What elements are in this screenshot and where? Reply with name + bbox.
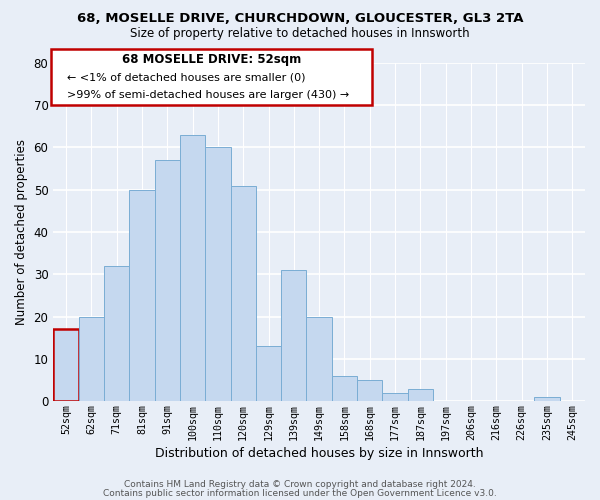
Bar [281, 270, 307, 402]
Text: Contains public sector information licensed under the Open Government Licence v3: Contains public sector information licen… [103, 489, 497, 498]
Bar [104, 266, 129, 402]
Y-axis label: Number of detached properties: Number of detached properties [15, 139, 28, 325]
Bar [256, 346, 281, 402]
Text: ← <1% of detached houses are smaller (0): ← <1% of detached houses are smaller (0) [67, 72, 305, 83]
Text: 68, MOSELLE DRIVE, CHURCHDOWN, GLOUCESTER, GL3 2TA: 68, MOSELLE DRIVE, CHURCHDOWN, GLOUCESTE… [77, 12, 523, 26]
Bar [408, 388, 433, 402]
FancyBboxPatch shape [50, 50, 373, 105]
Bar [79, 316, 104, 402]
Bar [230, 186, 256, 402]
X-axis label: Distribution of detached houses by size in Innsworth: Distribution of detached houses by size … [155, 447, 484, 460]
Bar [535, 397, 560, 402]
Bar [129, 190, 155, 402]
Text: Contains HM Land Registry data © Crown copyright and database right 2024.: Contains HM Land Registry data © Crown c… [124, 480, 476, 489]
Bar [357, 380, 382, 402]
Text: 68 MOSELLE DRIVE: 52sqm: 68 MOSELLE DRIVE: 52sqm [122, 53, 301, 66]
Bar [382, 393, 408, 402]
Bar [332, 376, 357, 402]
Text: Size of property relative to detached houses in Innsworth: Size of property relative to detached ho… [130, 28, 470, 40]
Bar [53, 330, 79, 402]
Text: >99% of semi-detached houses are larger (430) →: >99% of semi-detached houses are larger … [67, 90, 349, 100]
Bar [307, 316, 332, 402]
Bar [155, 160, 180, 402]
Bar [180, 135, 205, 402]
Bar [205, 148, 230, 402]
